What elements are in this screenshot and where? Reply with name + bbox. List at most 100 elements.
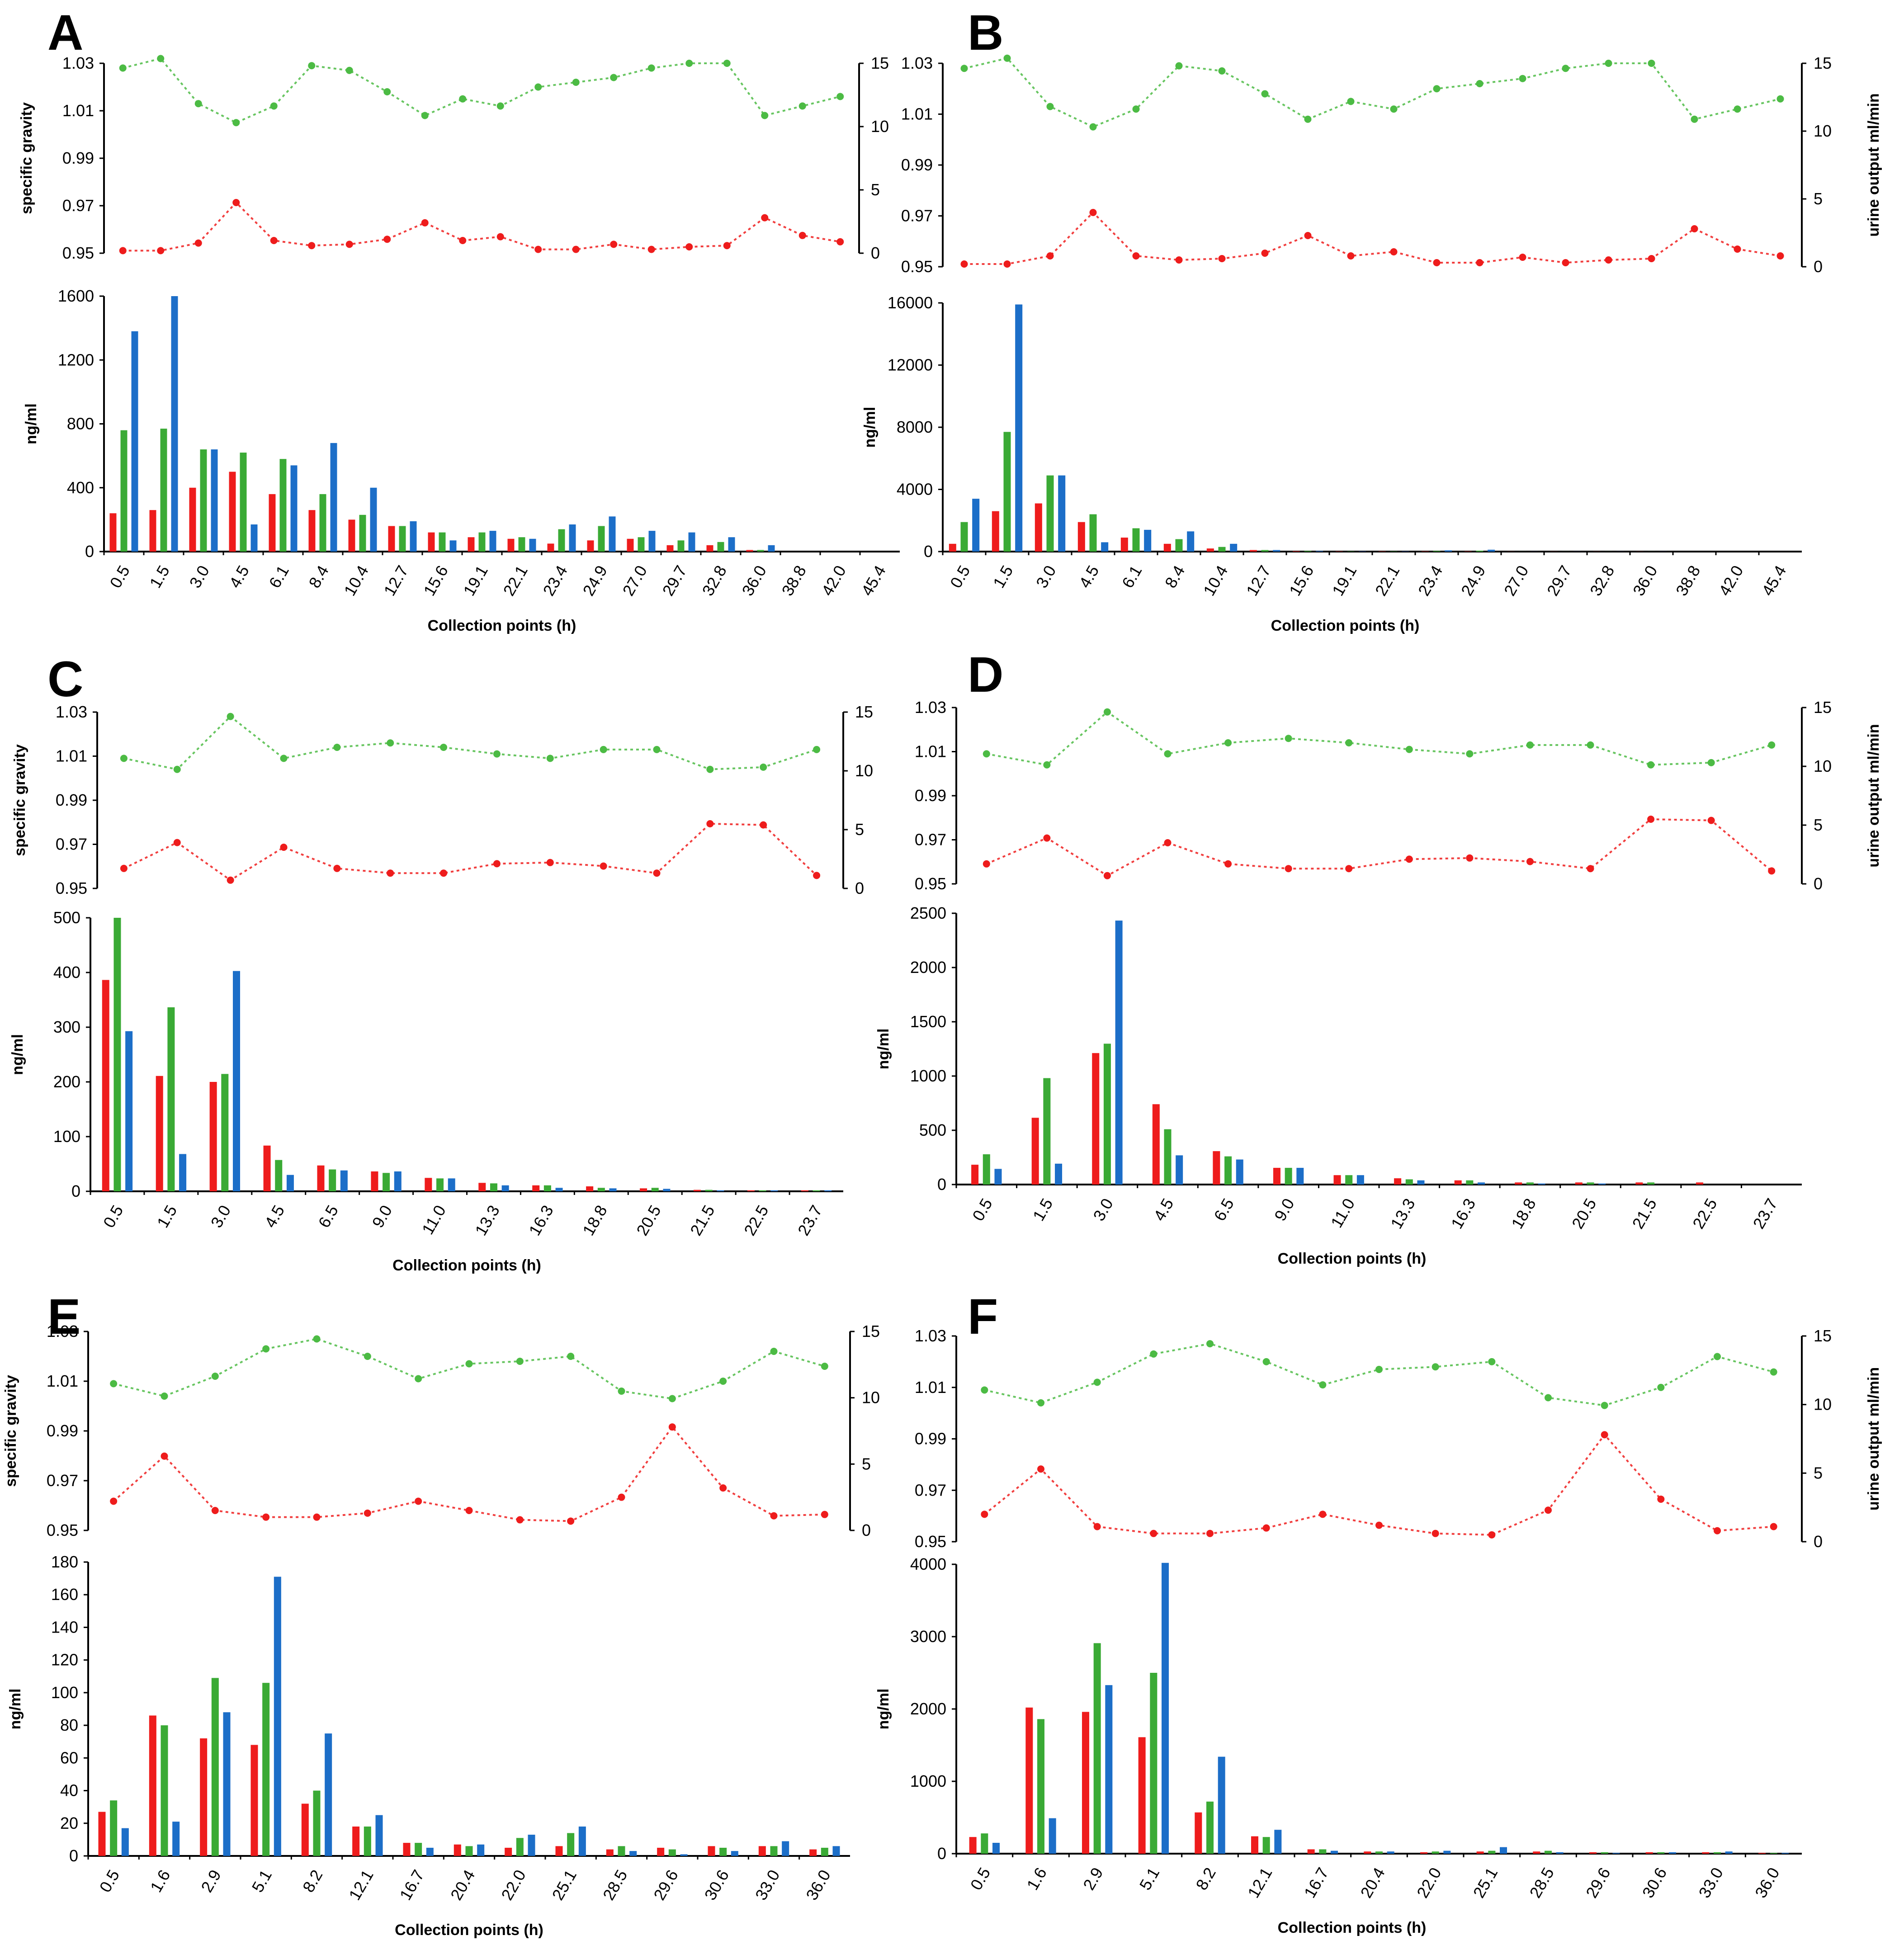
specific-gravity-point — [421, 112, 429, 119]
bar-red — [693, 1190, 701, 1191]
bar-x-tick-label: 5.1 — [248, 1867, 276, 1896]
urine-output-point — [1390, 248, 1398, 255]
bar-green — [1770, 1853, 1777, 1854]
bar-blue — [290, 465, 298, 552]
bar-red — [758, 1846, 766, 1856]
bar-red — [971, 1165, 979, 1185]
specific-gravity-point — [1345, 739, 1353, 746]
specific-gravity-point — [1175, 62, 1183, 70]
bar-green — [200, 449, 207, 552]
bar-green — [1261, 550, 1269, 552]
bar-red — [1589, 1852, 1597, 1854]
bar-green — [1601, 1852, 1608, 1854]
bar-y-tick-label: 0 — [937, 1175, 946, 1194]
specific-gravity-line — [123, 57, 841, 124]
bar-red — [371, 1171, 378, 1191]
bar-blue — [121, 1828, 129, 1856]
specific-gravity-point — [1691, 115, 1698, 123]
bar-green — [436, 1178, 444, 1191]
bar-red — [229, 472, 236, 552]
bar-red — [706, 545, 713, 552]
bar-x-tick-label: 1.6 — [1023, 1865, 1050, 1893]
specific-gravity-point — [1164, 750, 1172, 758]
bar-blue — [286, 1175, 294, 1191]
bar-blue — [131, 331, 138, 552]
specific-gravity-point — [262, 1345, 270, 1353]
bar-y-tick-label: 20 — [60, 1814, 78, 1832]
bar-green — [1657, 1852, 1665, 1854]
urine-output-point — [668, 1423, 676, 1431]
specific-gravity-point — [1103, 708, 1111, 716]
urine-output-point — [1601, 1431, 1608, 1439]
urine-output-point — [270, 237, 278, 244]
right-tick-label: 15 — [855, 703, 873, 721]
bar-red — [969, 1837, 977, 1854]
bar-x-tick-label: 18.8 — [1507, 1195, 1540, 1232]
specific-gravity-point — [770, 1348, 778, 1355]
urine-output-point — [1526, 858, 1534, 865]
bar-blue — [768, 545, 775, 552]
bar-red — [1163, 543, 1171, 552]
urine-output-point — [516, 1516, 524, 1524]
bar-red — [269, 494, 276, 552]
bar-x-tick-label: 30.6 — [1639, 1865, 1671, 1901]
urine-output-point — [719, 1484, 727, 1492]
bar-blue — [529, 538, 536, 552]
specific-gravity-point — [567, 1353, 575, 1360]
specific-gravity-point — [280, 755, 288, 762]
bar-x-tick-label: 36.0 — [1751, 1865, 1783, 1901]
bar-green — [113, 918, 121, 1191]
bar-blue — [448, 1178, 455, 1191]
left-axis-title: specific gravity — [2, 1375, 19, 1487]
bar-green — [161, 1725, 168, 1856]
bar-red — [301, 1803, 309, 1856]
bar-red — [308, 510, 316, 552]
panel-a: A 0.95 0.97 0.99 1.01 1.03 0 5 10 15 specific grav… — [18, 5, 900, 634]
specific-gravity-point — [157, 55, 165, 62]
urine-output-line — [113, 1425, 825, 1522]
bar-x-tick-label: 10.4 — [340, 562, 372, 599]
urine-output-point — [227, 876, 234, 884]
specific-gravity-point — [981, 1386, 988, 1394]
bar-x-tick-label: 28.5 — [599, 1867, 631, 1903]
bar-red — [1082, 1712, 1089, 1854]
bar-green — [120, 430, 128, 552]
bar-x-tick-label: 22.5 — [740, 1202, 772, 1239]
urine-output-point — [232, 199, 240, 206]
bar-red — [606, 1849, 614, 1856]
specific-gravity-line — [964, 57, 1781, 128]
bar-green — [1476, 550, 1484, 552]
specific-gravity-point — [647, 64, 655, 72]
bar-x-tick-label: 24.9 — [579, 562, 611, 599]
specific-gravity-point — [546, 755, 554, 762]
right-tick-label: 15 — [871, 54, 889, 72]
specific-gravity-point — [1046, 103, 1054, 110]
bar-red — [666, 545, 674, 552]
left-tick-label: 1.01 — [915, 1378, 946, 1397]
specific-gravity-point — [383, 88, 391, 95]
bar-green — [1545, 1850, 1552, 1854]
bar-red — [1195, 1812, 1202, 1854]
bar-x-axis-title: Collection points (h) — [1278, 1250, 1427, 1267]
bar-green — [329, 1169, 336, 1191]
bar-x-tick-label: 8.4 — [305, 562, 332, 591]
bar-blue — [1556, 1852, 1564, 1854]
bar-x-tick-label: 45.4 — [1758, 562, 1790, 599]
urine-output-point — [1150, 1529, 1158, 1537]
urine-output-point — [770, 1512, 778, 1520]
right-tick-label: 5 — [1814, 816, 1823, 834]
left-tick-label: 1.03 — [901, 54, 933, 72]
bar-blue — [340, 1170, 348, 1191]
left-tick-label: 0.99 — [901, 156, 933, 174]
urine-output-point — [1224, 860, 1232, 868]
urine-output-point — [1089, 209, 1097, 216]
bar-x-tick-label: 1.5 — [153, 1202, 181, 1231]
bar-blue — [688, 532, 695, 552]
bar-green — [1262, 1837, 1270, 1854]
bar-blue — [1296, 1168, 1304, 1185]
bar-y-tick-label: 80 — [60, 1716, 78, 1734]
bar-blue — [555, 1188, 563, 1191]
bar-green — [651, 1188, 659, 1191]
bar-blue — [1445, 550, 1452, 552]
